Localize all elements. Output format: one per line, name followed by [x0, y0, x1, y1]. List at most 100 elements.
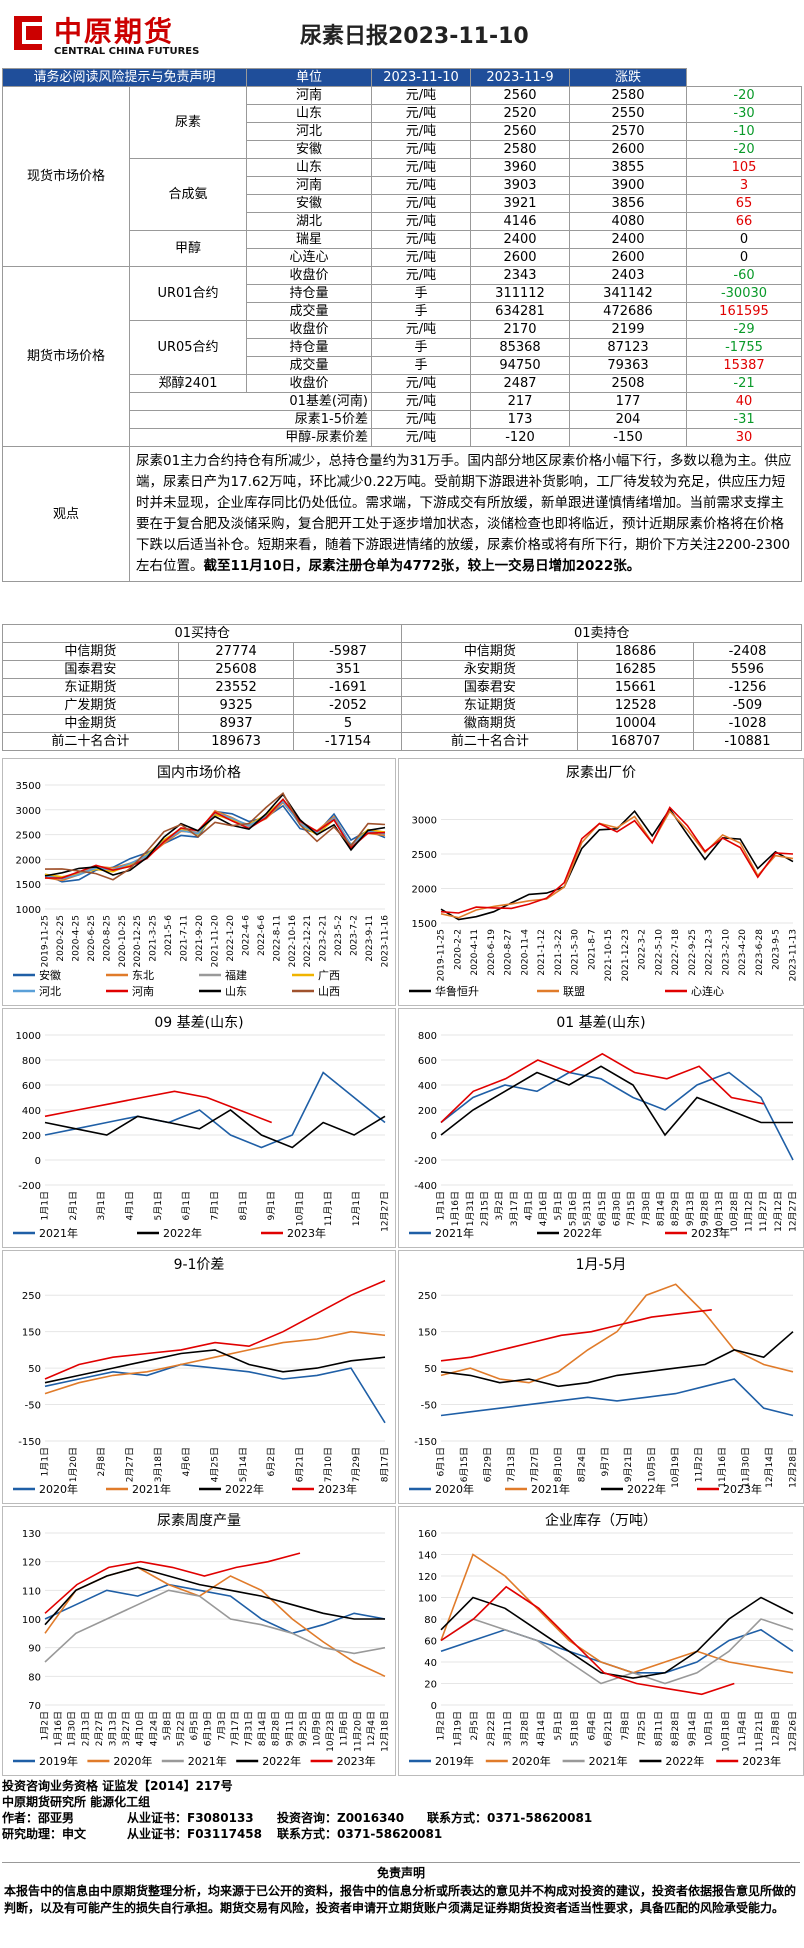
legend-label: 2022年 — [627, 1482, 666, 1496]
table-row: 前二十名合计 189673 -17154 前二十名合计 168707 -10881 — [2, 732, 803, 751]
legend-label: 2022年 — [665, 1754, 704, 1768]
y-tick-label: -200 — [414, 1156, 437, 1167]
cell-location: 瑞星 — [246, 230, 372, 249]
view-row: 观点 尿素01主力合约持仓有所减少，总持仓量约为31万手。国内部分地区尿素价格小幅… — [2, 446, 802, 582]
y-tick-label: 140 — [418, 1551, 437, 1562]
broker-name: 前二十名合计 — [2, 732, 179, 751]
cell-value: -120 — [470, 428, 570, 447]
y-tick-label: -150 — [414, 1437, 437, 1448]
chart-title: 01 基差(山东) — [556, 1014, 645, 1031]
x-tick-label: 4月16日 — [538, 1191, 549, 1226]
x-tick-label: 8月29日 — [670, 1191, 681, 1226]
x-tick-label: 2022-8-11 — [272, 915, 282, 962]
series-line — [440, 1071, 794, 1161]
x-tick-label: 2020-10-25 — [118, 915, 128, 967]
legend-label: 2023年 — [337, 1754, 376, 1768]
price-table: 请务必阅读风险提示与免责声明 单位 2023-11-10 2023-11-9 涨… — [2, 68, 802, 582]
position-value: 15661 — [577, 678, 694, 697]
x-tick-label: 5月16日 — [568, 1191, 579, 1226]
cell-unit: 元/吨 — [371, 122, 471, 141]
x-tick-label: 2023-7-2 — [350, 915, 360, 956]
x-tick-label: 10月23日 — [325, 1711, 336, 1752]
legend-label: 华鲁恒升 — [435, 984, 479, 998]
cell-value: 3921 — [470, 194, 570, 213]
y-tick-label: -50 — [421, 1401, 437, 1412]
table-row: 东证期货 23552 -1691 国泰君安 15661 -1256 — [2, 678, 803, 697]
y-tick-label: 20 — [424, 1680, 437, 1691]
x-tick-label: 5月8日 — [162, 1711, 173, 1740]
broker-name: 前二十名合计 — [401, 732, 579, 751]
cell-change: 161595 — [686, 302, 802, 321]
series-line — [440, 1628, 794, 1674]
x-tick-label: 6月19日 — [203, 1711, 214, 1746]
x-tick-label: 11月20日 — [352, 1711, 363, 1752]
x-tick-label: 2020-4-25 — [71, 915, 81, 962]
x-tick-label: 2022-7-18 — [671, 929, 681, 976]
long-title: 01买持仓 — [1, 624, 403, 643]
x-tick-label: 2020-6-25 — [87, 915, 97, 962]
legend-label: 广西 — [318, 969, 340, 982]
dept-line: 中原期货研究所 能源化工组 — [2, 1795, 151, 1809]
x-tick-label: 12月18日 — [380, 1711, 391, 1752]
position-value: 12528 — [577, 696, 694, 715]
table-row: 中信期货 27774 -5987 中信期货 18686 -2408 — [2, 642, 803, 661]
cell-item: 持仓量 — [246, 338, 372, 357]
cell-change: 0 — [686, 248, 802, 267]
x-tick-label: 8月14日 — [656, 1191, 667, 1226]
cell-unit: 元/吨 — [371, 320, 471, 339]
series-line — [440, 1331, 794, 1388]
y-tick-label: 50 — [424, 1364, 437, 1375]
cell-change: -10 — [686, 122, 802, 141]
assistant-contact: 联系方式：0371-58620081 — [277, 1827, 443, 1841]
notice-link[interactable]: 请务必阅读风险提示与免责声明 — [2, 68, 247, 87]
x-tick-label: 2020-4-11 — [470, 929, 480, 976]
cell-value: 2580 — [470, 140, 570, 159]
table-row: 甲醇 瑞星 元/吨 2400 2400 0 — [3, 230, 802, 267]
series-line — [440, 806, 794, 914]
disclaimer: 免责声明 本报告中的信息由中原期货整理分析，均来源于已公开的资料，报告中的信息分… — [2, 1862, 800, 1917]
series-line — [440, 1065, 793, 1137]
ur05-label: UR05合约 — [129, 320, 247, 375]
table-row: 广发期货 9325 -2052 东证期货 12528 -509 — [2, 696, 803, 715]
cell-change: -29 — [686, 320, 802, 339]
x-tick-label: 2月5日 — [469, 1711, 480, 1740]
cell-item: 尿素1-5价差 — [129, 410, 372, 429]
series-line — [440, 1378, 794, 1417]
series-line — [440, 1553, 794, 1674]
table-row: 郑醇2401 收盘价 元/吨 2487 2508 -21 — [3, 374, 802, 393]
y-tick-label: 400 — [22, 1106, 41, 1117]
cell-value: 2343 — [470, 266, 570, 285]
x-tick-label: 5月1日 — [553, 1191, 564, 1220]
x-tick-label: 2023-6-28 — [755, 929, 765, 976]
x-tick-label: 6月29日 — [482, 1447, 493, 1482]
x-tick-label: 1月30日 — [67, 1711, 78, 1746]
col-change: 涨跌 — [569, 68, 687, 87]
cell-unit: 元/吨 — [371, 140, 471, 159]
y-tick-label: 250 — [22, 1291, 41, 1302]
y-tick-label: 150 — [22, 1328, 41, 1339]
cell-location: 山东 — [246, 158, 372, 177]
x-tick-label: 7月13日 — [506, 1447, 517, 1482]
legend-label: 2023年 — [742, 1754, 781, 1768]
legend-label: 2020年 — [39, 1482, 78, 1496]
x-tick-label: 2021-7-11 — [180, 915, 190, 962]
y-tick-label: 400 — [418, 1081, 437, 1092]
x-tick-label: 7月29日 — [351, 1447, 362, 1482]
x-tick-label: 5月1日 — [553, 1711, 564, 1740]
y-tick-label: 3500 — [16, 781, 41, 792]
y-tick-label: 90 — [28, 1644, 41, 1655]
legend-label: 2021年 — [132, 1482, 171, 1496]
legend-label: 2023年 — [691, 1226, 730, 1240]
cell-value: 2550 — [569, 104, 687, 123]
table-row: 现货市场价格 尿素 河南 元/吨 2560 2580 -20 — [2, 86, 802, 267]
chart-title: 尿素周度产量 — [157, 1513, 241, 1529]
view-body: 尿素01主力合约持仓有所减少，总持仓量约为31万手。国内部分地区尿素价格小幅下行… — [136, 453, 792, 574]
cell-value: 204 — [569, 410, 687, 429]
x-tick-label: 9月25日 — [298, 1711, 309, 1746]
cell-change: 40 — [686, 392, 802, 411]
cell-change: 15387 — [686, 356, 802, 375]
chart-01-basis: 01 基差(山东) 800 600 400 200 0 -200 -400 1月1日 1月16日 1… — [398, 1008, 804, 1248]
y-tick-label: 60 — [424, 1637, 437, 1648]
cell-change: 66 — [686, 212, 802, 231]
cell-change: 105 — [686, 158, 802, 177]
